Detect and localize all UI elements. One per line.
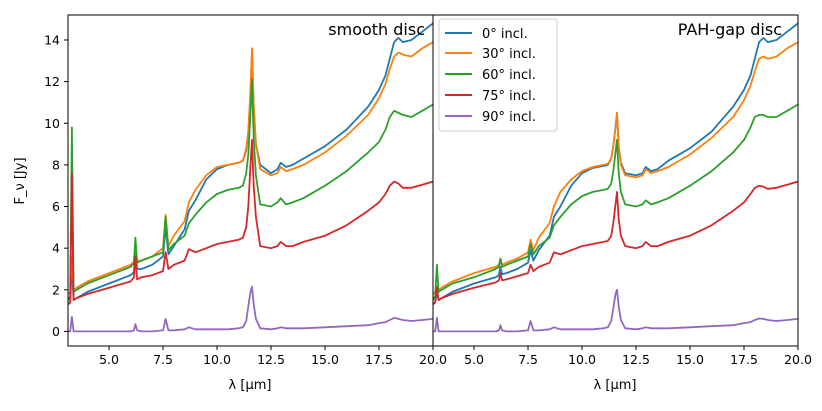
series-line-90-incl xyxy=(68,285,433,333)
x-tick-label: 7.5 xyxy=(153,352,173,367)
series-line-75-incl xyxy=(433,180,798,306)
x-axis-label-smooth-disc: λ [μm] xyxy=(229,378,272,393)
x-tick-label: 20.0 xyxy=(419,352,447,367)
panel-pah-gap-disc: 5.0 7.5 10.0 12.5 15.0 17.5 20.0 PAH-gap disc … xyxy=(432,14,812,393)
y-tick-label: 12 xyxy=(44,74,60,89)
panel-title-smooth-disc: smooth disc xyxy=(328,20,425,39)
y-tick-label: 4 xyxy=(52,241,60,256)
x-tick-label: 17.5 xyxy=(365,352,393,367)
y-ticks: 0 2 4 6 8 10 12 14 xyxy=(44,32,68,339)
x-tick-label: 10.0 xyxy=(203,352,231,367)
x-ticks-smooth-disc: 5.0 7.5 10.0 12.5 15.0 17.5 20.0 xyxy=(99,346,447,367)
x-tick-label: 10.0 xyxy=(568,352,596,367)
y-tick-label: 0 xyxy=(52,324,60,339)
y-tick-label: 2 xyxy=(52,282,60,297)
legend-label: 60° incl. xyxy=(482,68,536,83)
x-ticks-pah-gap-disc: 5.0 7.5 10.0 12.5 15.0 17.5 20.0 xyxy=(464,346,812,367)
y-tick-label: 8 xyxy=(52,157,60,172)
x-tick-label: 20.0 xyxy=(784,352,812,367)
series-line-60-incl xyxy=(433,103,798,301)
legend-label: 75° incl. xyxy=(482,89,536,104)
y-tick-label: 6 xyxy=(52,199,60,214)
panel-smooth-disc: 0 2 4 6 8 10 12 14 5.0 7.5 10.0 12.5 15.0 17.5 20.0 s… xyxy=(44,14,447,393)
y-axis-label: F_ν [Jy] xyxy=(13,157,28,204)
legend: 0° incl. 30° incl. 60° incl. 75° incl. 9… xyxy=(438,18,558,132)
x-tick-label: 5.0 xyxy=(99,352,119,367)
x-tick-label: 15.0 xyxy=(311,352,339,367)
x-tick-label: 17.5 xyxy=(730,352,758,367)
series-line-90-incl xyxy=(433,288,798,333)
axes-frame-pah-gap-disc xyxy=(432,14,799,347)
series-line-60-incl xyxy=(68,78,433,301)
series-lines-smooth-disc xyxy=(68,22,433,333)
legend-label: 0° incl. xyxy=(482,27,528,42)
legend-box xyxy=(438,18,558,132)
legend-label: 90° incl. xyxy=(482,110,536,125)
x-tick-label: 15.0 xyxy=(676,352,704,367)
x-axis-label-pah-gap-disc: λ [μm] xyxy=(594,378,637,393)
series-lines-pah-gap-disc xyxy=(433,22,798,333)
x-tick-label: 12.5 xyxy=(622,352,650,367)
x-tick-label: 12.5 xyxy=(257,352,285,367)
x-tick-label: 7.5 xyxy=(518,352,538,367)
series-line-75-incl xyxy=(68,138,433,306)
x-tick-label: 5.0 xyxy=(464,352,484,367)
y-tick-label: 14 xyxy=(44,32,60,47)
legend-label: 30° incl. xyxy=(482,47,536,62)
panel-title-pah-gap-disc: PAH-gap disc xyxy=(678,20,782,39)
y-tick-label: 10 xyxy=(44,116,60,131)
